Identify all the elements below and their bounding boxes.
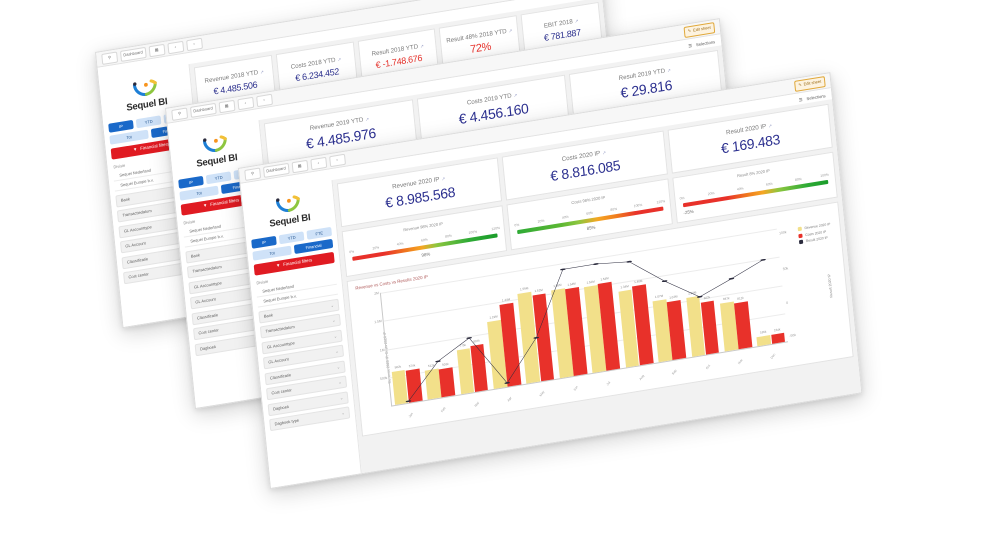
next-sheet-button[interactable]: › [328,153,346,167]
front-window[interactable]: ⚲ Dashboard ▦ ‹ › ✎ Edit sheet ☰ Selecti… [238,72,863,490]
search-icon[interactable]: ⚲ [171,106,189,121]
brand-name: Sequel BI [268,212,311,230]
back-sidebar: Sequel BI IP YTD FTE Tot Financial ▼ Fin… [98,64,215,327]
x-axis-tick-label: Jun [572,385,579,392]
combo-chart-card[interactable]: Revenue vs Costs vs Results 2020 IP Reve… [346,201,854,437]
chart-plot: Revenue 2020 IP, Costs 2020 IP Result 20… [356,216,846,431]
chevron-down-icon: ⌄ [330,301,335,308]
x-axis-tick-label: Feb [440,406,447,414]
external-link-icon: ↗ [259,68,265,75]
external-link-icon: ↗ [508,27,513,34]
logo-mark-icon [275,194,302,215]
sequel-bi-logo: Sequel BI [175,130,258,173]
ytick-right-m50k: -50k [789,333,797,339]
chevron-down-icon: ⌄ [333,332,338,339]
external-link-icon: ↗ [574,17,579,24]
period-button-ip[interactable]: IP [178,175,204,189]
logo-mark-icon [132,78,159,99]
chevron-down-icon: ⌄ [339,394,344,401]
pencil-icon: ✎ [798,81,802,88]
chevron-down-icon: ⌄ [336,363,341,370]
external-link-icon: ↗ [365,116,370,122]
chart-legend: Revenue 2020 IP Costs 2020 IP Result 202… [797,222,832,245]
x-axis-tick-label: Nov [737,358,744,366]
front-content: Revenue 2020 IP ↗ € 8.985.568 Costs 2020 … [332,99,862,474]
chevron-down-icon: ⌄ [341,410,345,416]
front-sidebar: Sequel BI IP YTD FTE Tot Financial ▼ Fin… [241,180,362,488]
period-button-fte[interactable]: FTE [306,226,333,240]
chart-result-line [405,258,766,403]
ytick-1m: 1M [379,347,385,353]
ytick-2m: 2M [374,291,380,296]
external-link-icon: ↗ [767,122,773,129]
mid-sidebar: Sequel BI IP YTD FTE Tot Financial ▼ Fin… [168,120,287,408]
period-button-ytd[interactable]: YTD [135,115,162,129]
selections-icon: ☰ [798,96,803,102]
ytick-right-0: 0 [785,300,789,305]
period-button-ytd[interactable]: YTD [278,231,305,245]
external-link-icon: ↗ [337,56,342,62]
x-axis-tick-label: Dec [769,352,777,360]
grid-icon[interactable]: ▦ [218,99,236,113]
period-button-ytd[interactable]: YTD [205,171,232,185]
mid-sheet-select[interactable]: Dashboard [189,102,217,118]
filter-icon: ▼ [202,202,208,209]
front-sheet-select[interactable]: Dashboard [262,162,290,178]
sequel-bi-logo: Sequel BI [248,190,331,233]
back-sheet-select[interactable]: Dashboard [119,46,147,62]
search-icon[interactable]: ⚲ [244,166,262,181]
brand-name: Sequel BI [195,152,238,170]
x-axis-tick-label: Apr [506,395,513,403]
x-axis-tick-label: Jan [407,411,414,419]
x-axis-tick-label: Sep [671,368,678,376]
chevron-down-icon: ⌄ [331,317,336,323]
chevron-down-icon: ⌄ [334,348,339,354]
prev-sheet-button[interactable]: ‹ [309,156,327,170]
brand-name: Sequel BI [125,96,168,114]
back-window[interactable]: ⚲ Dashboard ▦ ‹ › ✎ Edit sheet ☰ Selecti… [95,0,628,329]
next-sheet-button[interactable]: › [185,37,203,51]
chevron-down-icon: ⌄ [338,379,342,385]
ytick-15m: 1.5M [374,319,382,325]
x-axis-tick-label: May [538,389,546,398]
grid-icon[interactable]: ▦ [148,43,166,57]
external-link-icon: ↗ [441,175,446,182]
ytick-right-50k: 50k [782,266,789,271]
grid-icon[interactable]: ▦ [291,159,309,173]
filter-icon: ▼ [275,262,281,269]
mid-window[interactable]: ⚲ Dashboard ▦ ‹ › ✎ Edit sheet ☰ Selecti… [165,18,750,410]
sequel-bi-logo: Sequel BI [105,74,188,117]
x-axis-tick-label: Jul [605,380,612,387]
search-icon[interactable]: ⚲ [101,50,119,65]
legend-swatch-result [799,239,804,245]
next-sheet-button[interactable]: › [255,93,273,107]
ytick-500k: 500k [379,375,388,381]
legend-swatch-revenue [797,226,803,232]
external-link-icon: ↗ [513,92,518,98]
x-axis-tick-label: Mar [473,400,480,408]
chart-axes: 2M 1.5M 1M 500k 100k 50k 0 -50k 582k 574k… [374,228,796,418]
pencil-icon: ✎ [687,27,692,34]
legend-swatch-costs [798,233,803,238]
x-axis-tick-label: Aug [638,374,645,382]
x-axis-tick-label: Oct [704,363,711,371]
chart-y-axis-label-right: Result 2020 IP [827,273,834,298]
period-button-ip[interactable]: IP [108,119,134,133]
external-link-icon: ↗ [419,42,424,49]
external-link-icon: ↗ [601,149,607,156]
filter-icon: ▼ [132,146,138,153]
prev-sheet-button[interactable]: ‹ [236,96,254,110]
period-button-ip[interactable]: IP [251,235,277,249]
selections-icon: ☰ [688,42,693,49]
external-link-icon: ↗ [666,67,672,73]
logo-mark-icon [202,134,229,155]
prev-sheet-button[interactable]: ‹ [166,40,184,54]
ytick-right-100k: 100k [778,229,787,235]
